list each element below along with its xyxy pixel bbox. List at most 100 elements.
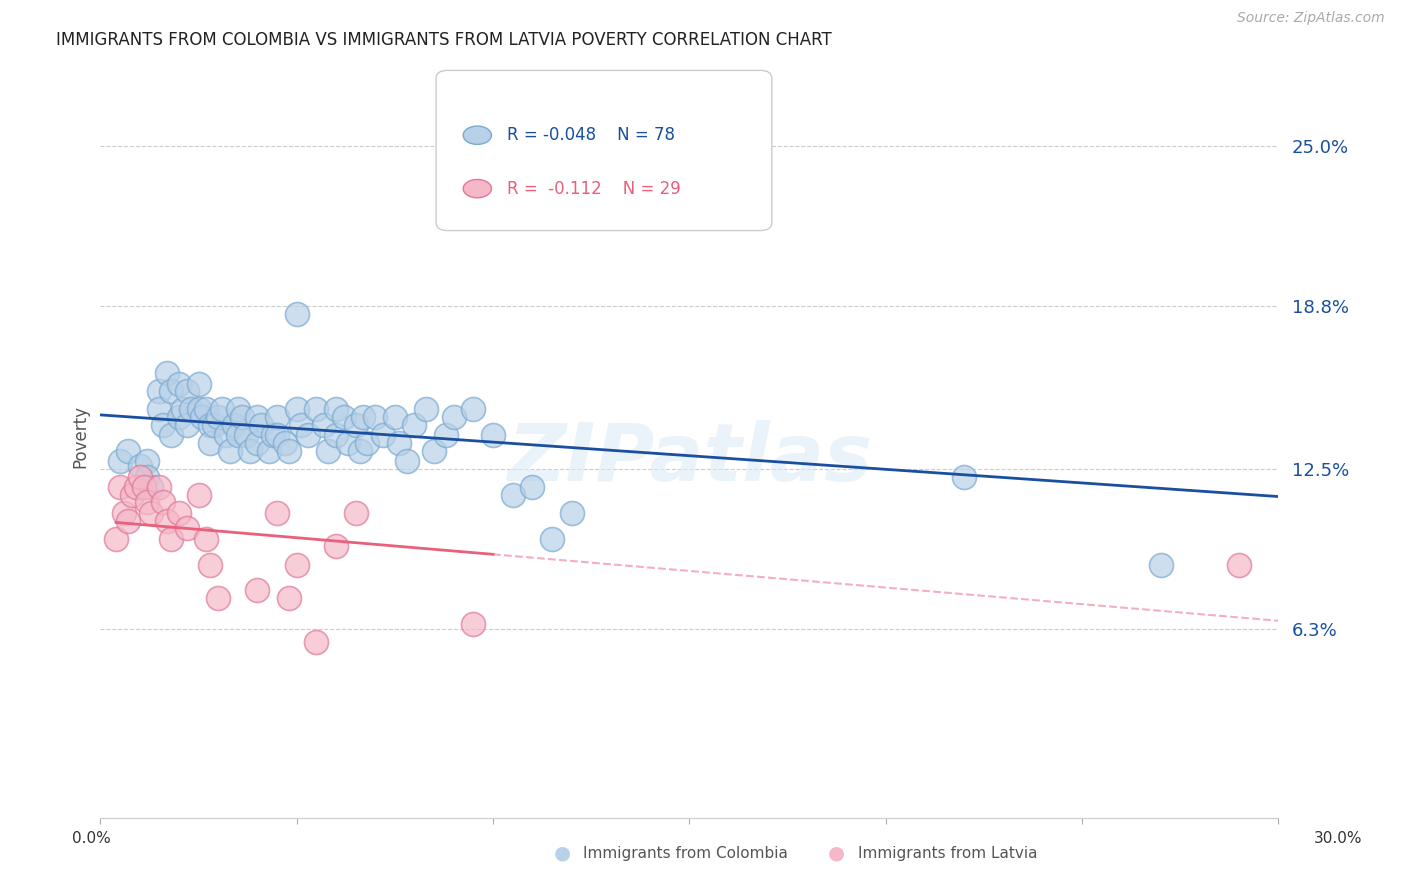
Point	[349, 443, 371, 458]
Text: Immigrants from Latvia: Immigrants from Latvia	[858, 847, 1038, 861]
Point	[266, 428, 288, 442]
Text: ZIPatlas: ZIPatlas	[508, 420, 872, 499]
Point	[395, 454, 418, 468]
Text: ●: ●	[828, 843, 845, 862]
Point	[136, 454, 159, 468]
FancyBboxPatch shape	[436, 70, 772, 230]
Point	[176, 417, 198, 432]
Point	[274, 436, 297, 450]
Point	[226, 428, 249, 442]
Point	[108, 480, 131, 494]
Point	[262, 428, 284, 442]
Point	[336, 436, 359, 450]
Point	[246, 583, 269, 598]
Point	[277, 443, 299, 458]
Point	[1149, 558, 1171, 572]
Point	[325, 540, 347, 554]
Point	[561, 506, 583, 520]
Point	[415, 402, 437, 417]
Point	[148, 480, 170, 494]
Point	[297, 428, 319, 442]
Point	[502, 488, 524, 502]
Point	[541, 532, 564, 546]
Point	[231, 410, 253, 425]
Point	[305, 402, 328, 417]
Point	[344, 506, 367, 520]
Point	[384, 410, 406, 425]
Point	[443, 410, 465, 425]
Point	[522, 480, 544, 494]
Point	[176, 384, 198, 399]
Point	[285, 402, 308, 417]
Point	[128, 469, 150, 483]
Point	[180, 402, 202, 417]
Point	[619, 169, 641, 184]
Point	[257, 443, 280, 458]
Point	[117, 514, 139, 528]
Point	[136, 495, 159, 509]
Point	[953, 469, 976, 483]
Point	[172, 402, 194, 417]
Point	[207, 591, 229, 606]
Point	[482, 428, 505, 442]
Point	[364, 410, 387, 425]
Point	[239, 443, 262, 458]
Point	[371, 428, 394, 442]
Point	[136, 469, 159, 483]
Point	[352, 410, 374, 425]
Point	[187, 402, 209, 417]
Point	[152, 495, 174, 509]
Point	[266, 410, 288, 425]
Point	[167, 506, 190, 520]
Text: R =  -0.112    N = 29: R = -0.112 N = 29	[506, 179, 681, 198]
Text: ●: ●	[554, 843, 571, 862]
Text: IMMIGRANTS FROM COLOMBIA VS IMMIGRANTS FROM LATVIA POVERTY CORRELATION CHART: IMMIGRANTS FROM COLOMBIA VS IMMIGRANTS F…	[56, 31, 832, 49]
Point	[202, 417, 225, 432]
Point	[105, 532, 128, 546]
Point	[156, 514, 179, 528]
Text: Source: ZipAtlas.com: Source: ZipAtlas.com	[1237, 12, 1385, 25]
Point	[141, 506, 163, 520]
Point	[235, 428, 257, 442]
Point	[200, 436, 222, 450]
Point	[167, 376, 190, 391]
Point	[195, 402, 218, 417]
Point	[195, 532, 218, 546]
Point	[325, 402, 347, 417]
Y-axis label: Poverty: Poverty	[72, 405, 89, 468]
Point	[222, 417, 245, 432]
Point	[388, 436, 411, 450]
Point	[219, 443, 242, 458]
Point	[207, 410, 229, 425]
Point	[200, 558, 222, 572]
Circle shape	[463, 126, 492, 145]
Point	[112, 506, 135, 520]
Point	[125, 480, 148, 494]
Point	[160, 532, 183, 546]
Point	[305, 635, 328, 649]
Text: R = -0.048    N = 78: R = -0.048 N = 78	[506, 127, 675, 145]
Point	[316, 443, 339, 458]
Point	[325, 428, 347, 442]
Point	[152, 417, 174, 432]
Point	[423, 443, 446, 458]
Point	[167, 410, 190, 425]
Point	[250, 417, 273, 432]
Point	[356, 436, 378, 450]
Point	[246, 436, 269, 450]
Point	[160, 384, 183, 399]
Circle shape	[463, 179, 492, 198]
Point	[148, 384, 170, 399]
Point	[187, 376, 209, 391]
Point	[290, 417, 312, 432]
Point	[187, 488, 209, 502]
Point	[191, 410, 214, 425]
Point	[132, 480, 155, 494]
Point	[117, 443, 139, 458]
Point	[128, 459, 150, 474]
Point	[404, 417, 426, 432]
Text: 30.0%: 30.0%	[1315, 831, 1362, 846]
Point	[211, 402, 233, 417]
Point	[463, 402, 485, 417]
Point	[215, 428, 238, 442]
